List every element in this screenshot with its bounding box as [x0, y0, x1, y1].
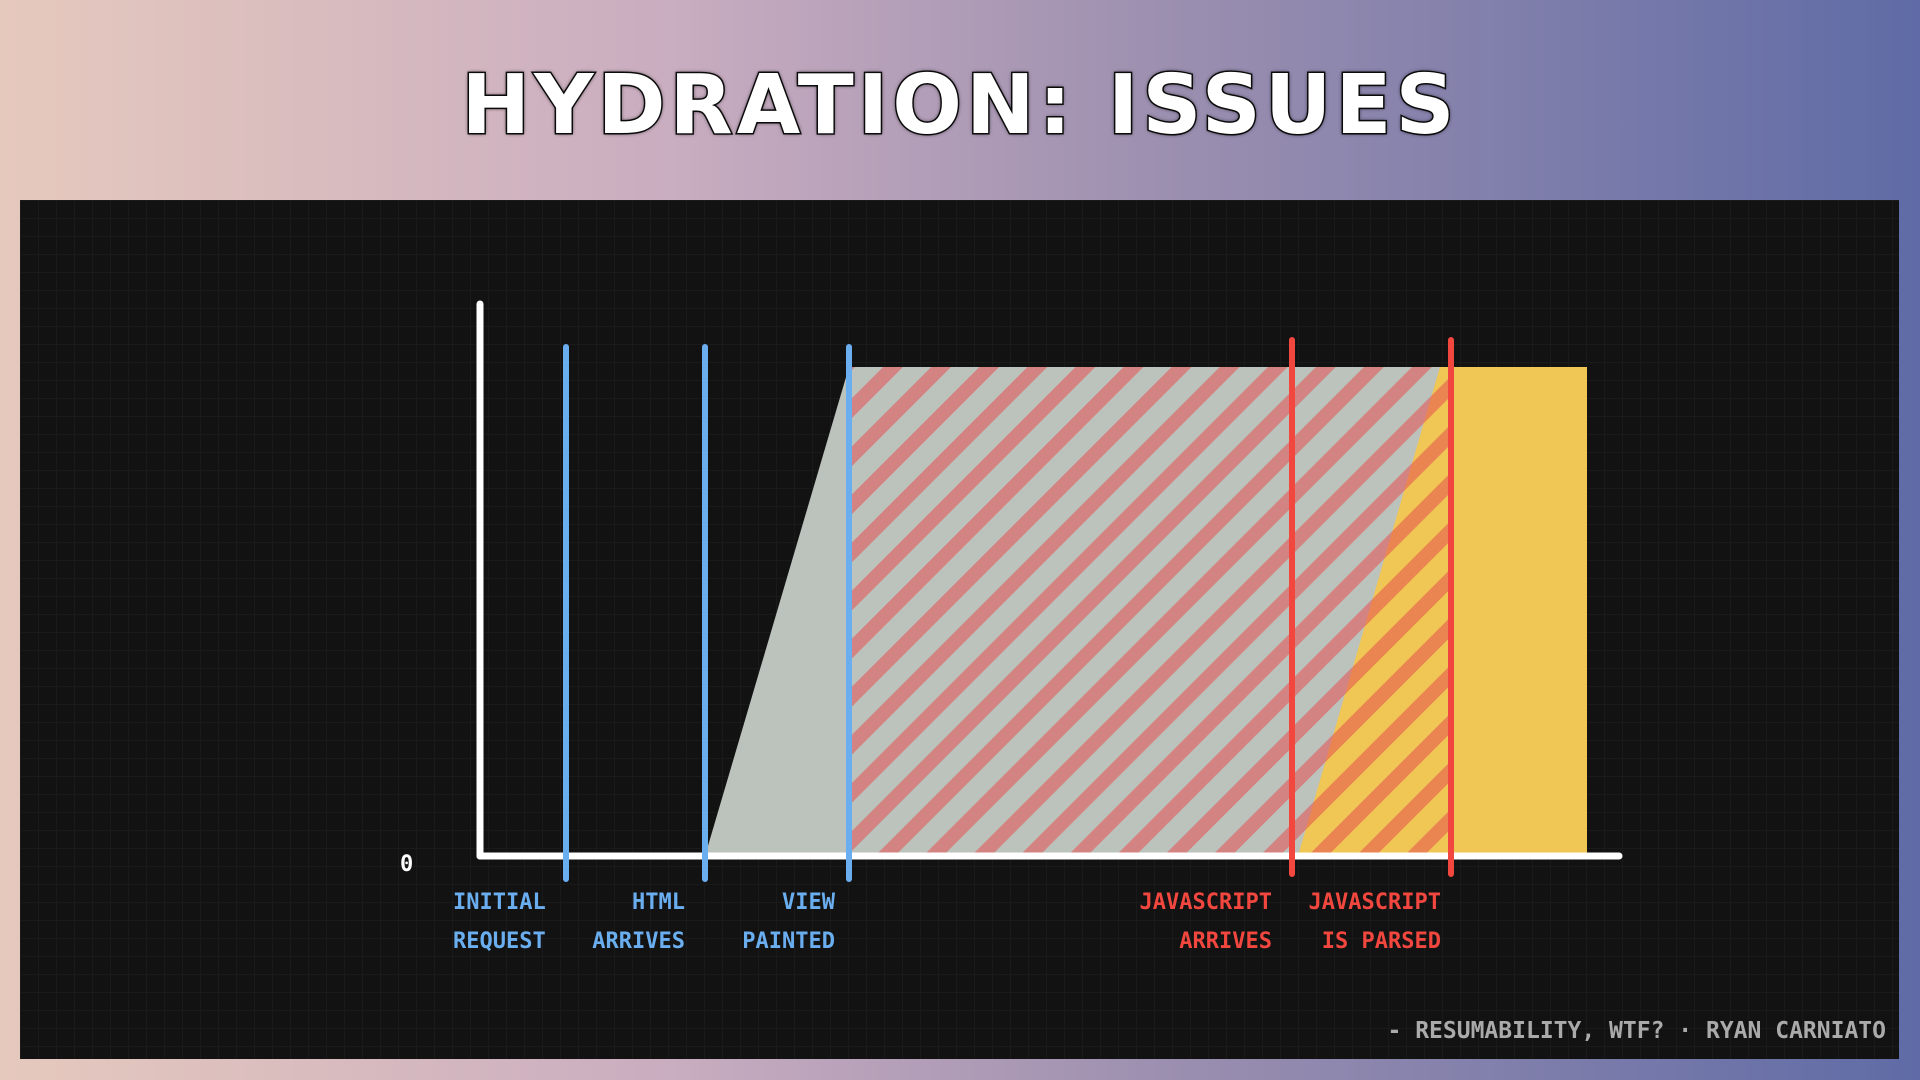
- label-line1: VIEW: [782, 890, 836, 915]
- marker-label-initial-request: INITIAL REQUEST: [453, 890, 546, 954]
- attribution-footer: - RESUMABILITY, WTF? · RYAN CARNIATO: [1387, 1018, 1887, 1044]
- marker-label-html-arrives: HTML ARRIVES: [592, 890, 685, 954]
- zero-label: 0: [400, 852, 413, 877]
- hatched-uninteractive-area: [849, 367, 1451, 856]
- label-line2: IS PARSED: [1322, 929, 1441, 954]
- label-line1: JAVASCRIPT: [1140, 890, 1272, 915]
- label-line2: ARRIVES: [592, 929, 685, 954]
- label-line1: HTML: [632, 890, 685, 915]
- label-line2: REQUEST: [453, 929, 546, 954]
- label-line2: PAINTED: [742, 929, 835, 954]
- label-line1: INITIAL: [453, 890, 546, 915]
- label-line2: ARRIVES: [1179, 929, 1272, 954]
- marker-label-js-arrives: JAVASCRIPT ARRIVES: [1140, 890, 1272, 954]
- marker-label-view-painted: VIEW PAINTED: [742, 890, 835, 954]
- marker-label-js-parsed: JAVASCRIPT IS PARSED: [1309, 890, 1441, 954]
- label-line1: JAVASCRIPT: [1309, 890, 1441, 915]
- slide-title: HYDRATION: ISSUES: [460, 57, 1459, 155]
